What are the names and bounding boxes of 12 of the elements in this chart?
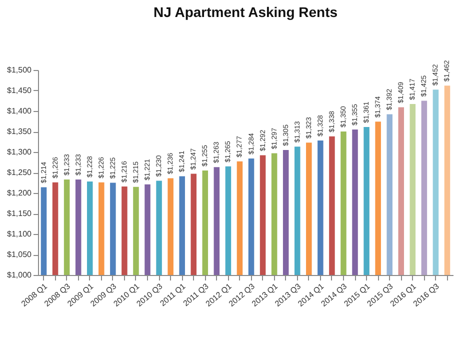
y-tick-label: $1,000: [7, 270, 32, 280]
y-tick-label: $1,400: [7, 106, 32, 116]
y-tick-label: $1,050: [7, 250, 32, 259]
y-tick-label: $1,250: [7, 168, 32, 177]
y-tick-label: $1,300: [7, 148, 32, 156]
y-tick-label: $1,200: [7, 188, 32, 198]
y-tick-label: $1,350: [7, 127, 32, 136]
y-tick-label: $1,150: [7, 209, 32, 218]
y-tick-label: $1,100: [7, 230, 32, 238]
chart-title: NJ Apartment Asking Rents: [153, 4, 338, 20]
y-tick-label: $1,500: [7, 66, 32, 74]
y-tick-label: $1,450: [7, 86, 32, 95]
